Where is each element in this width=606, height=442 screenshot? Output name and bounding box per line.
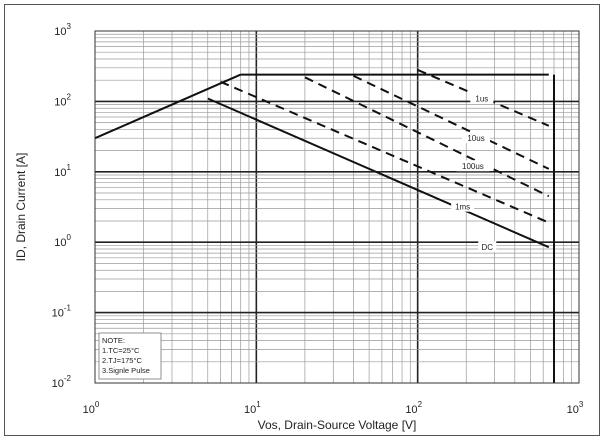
x-tick-label: 100 (83, 400, 100, 416)
x-tick-exponent: 3 (579, 400, 584, 409)
x-axis-label: Vos, Drain-Source Voltage [V] (258, 418, 417, 432)
note-heading: NOTE: (102, 336, 125, 345)
series-labels: 1us 10us 100us 1ms DC (451, 92, 497, 253)
series-line-rds-on-limit (94, 73, 242, 140)
y-tick-exponent: 0 (67, 233, 72, 242)
y-tick-exponent: -1 (64, 304, 72, 313)
y-tick-label: 102 (54, 92, 71, 108)
y-tick-exponent: -2 (64, 374, 72, 383)
x-tick-label: 101 (244, 400, 261, 416)
grid (95, 31, 579, 383)
note-line: 2.TJ=175°C (102, 356, 142, 365)
series-line-1ms (220, 80, 550, 224)
y-tick-label: 100 (54, 233, 71, 249)
plot-area-border (94, 30, 580, 384)
note-box-background (98, 332, 162, 380)
series-label-background (462, 132, 491, 144)
series-line-10us (353, 74, 550, 170)
series-label-1us: 1us (475, 94, 488, 103)
note-line: 1.TC=25°C (102, 346, 140, 355)
x-axis-ticks: 100 101 102 103 (83, 400, 584, 416)
y-tick-exponent: 2 (67, 92, 72, 101)
series-label-background (456, 160, 490, 172)
x-tick-label: 103 (567, 400, 584, 416)
series-lines (94, 68, 555, 383)
x-tick-exponent: 1 (256, 400, 261, 409)
y-tick-label: 101 (54, 163, 71, 179)
x-tick-exponent: 2 (418, 400, 423, 409)
chart-frame: 1us 10us 100us 1ms DC 100 101 102 103 103 102 101… (4, 4, 600, 436)
series-line-dc (207, 97, 550, 249)
series-label-background (478, 241, 497, 253)
y-tick-label: 10-2 (52, 374, 72, 390)
series-line-100us (304, 76, 550, 198)
y-tick-exponent: 3 (67, 22, 72, 31)
note-line: 3.Signle Pulse (102, 366, 150, 375)
series-label-background (451, 200, 475, 212)
series-label-1ms: 1ms (455, 203, 470, 212)
series-label-10us: 10us (467, 134, 484, 143)
x-tick-exponent: 0 (95, 400, 100, 409)
y-tick-exponent: 1 (67, 163, 72, 172)
y-tick-label: 10-1 (52, 304, 72, 320)
series-label-background (470, 92, 494, 104)
series-label-100us: 100us (462, 162, 484, 171)
note-box: NOTE: 1.TC=25°C 2.TJ=175°C 3.Signle Puls… (98, 332, 162, 380)
y-tick-label: 103 (54, 22, 71, 38)
series-line-1us (417, 68, 550, 127)
x-tick-label: 102 (405, 400, 422, 416)
y-axis-label: ID, Drain Current [A] (14, 153, 28, 262)
series-label-dc: DC (481, 243, 493, 252)
